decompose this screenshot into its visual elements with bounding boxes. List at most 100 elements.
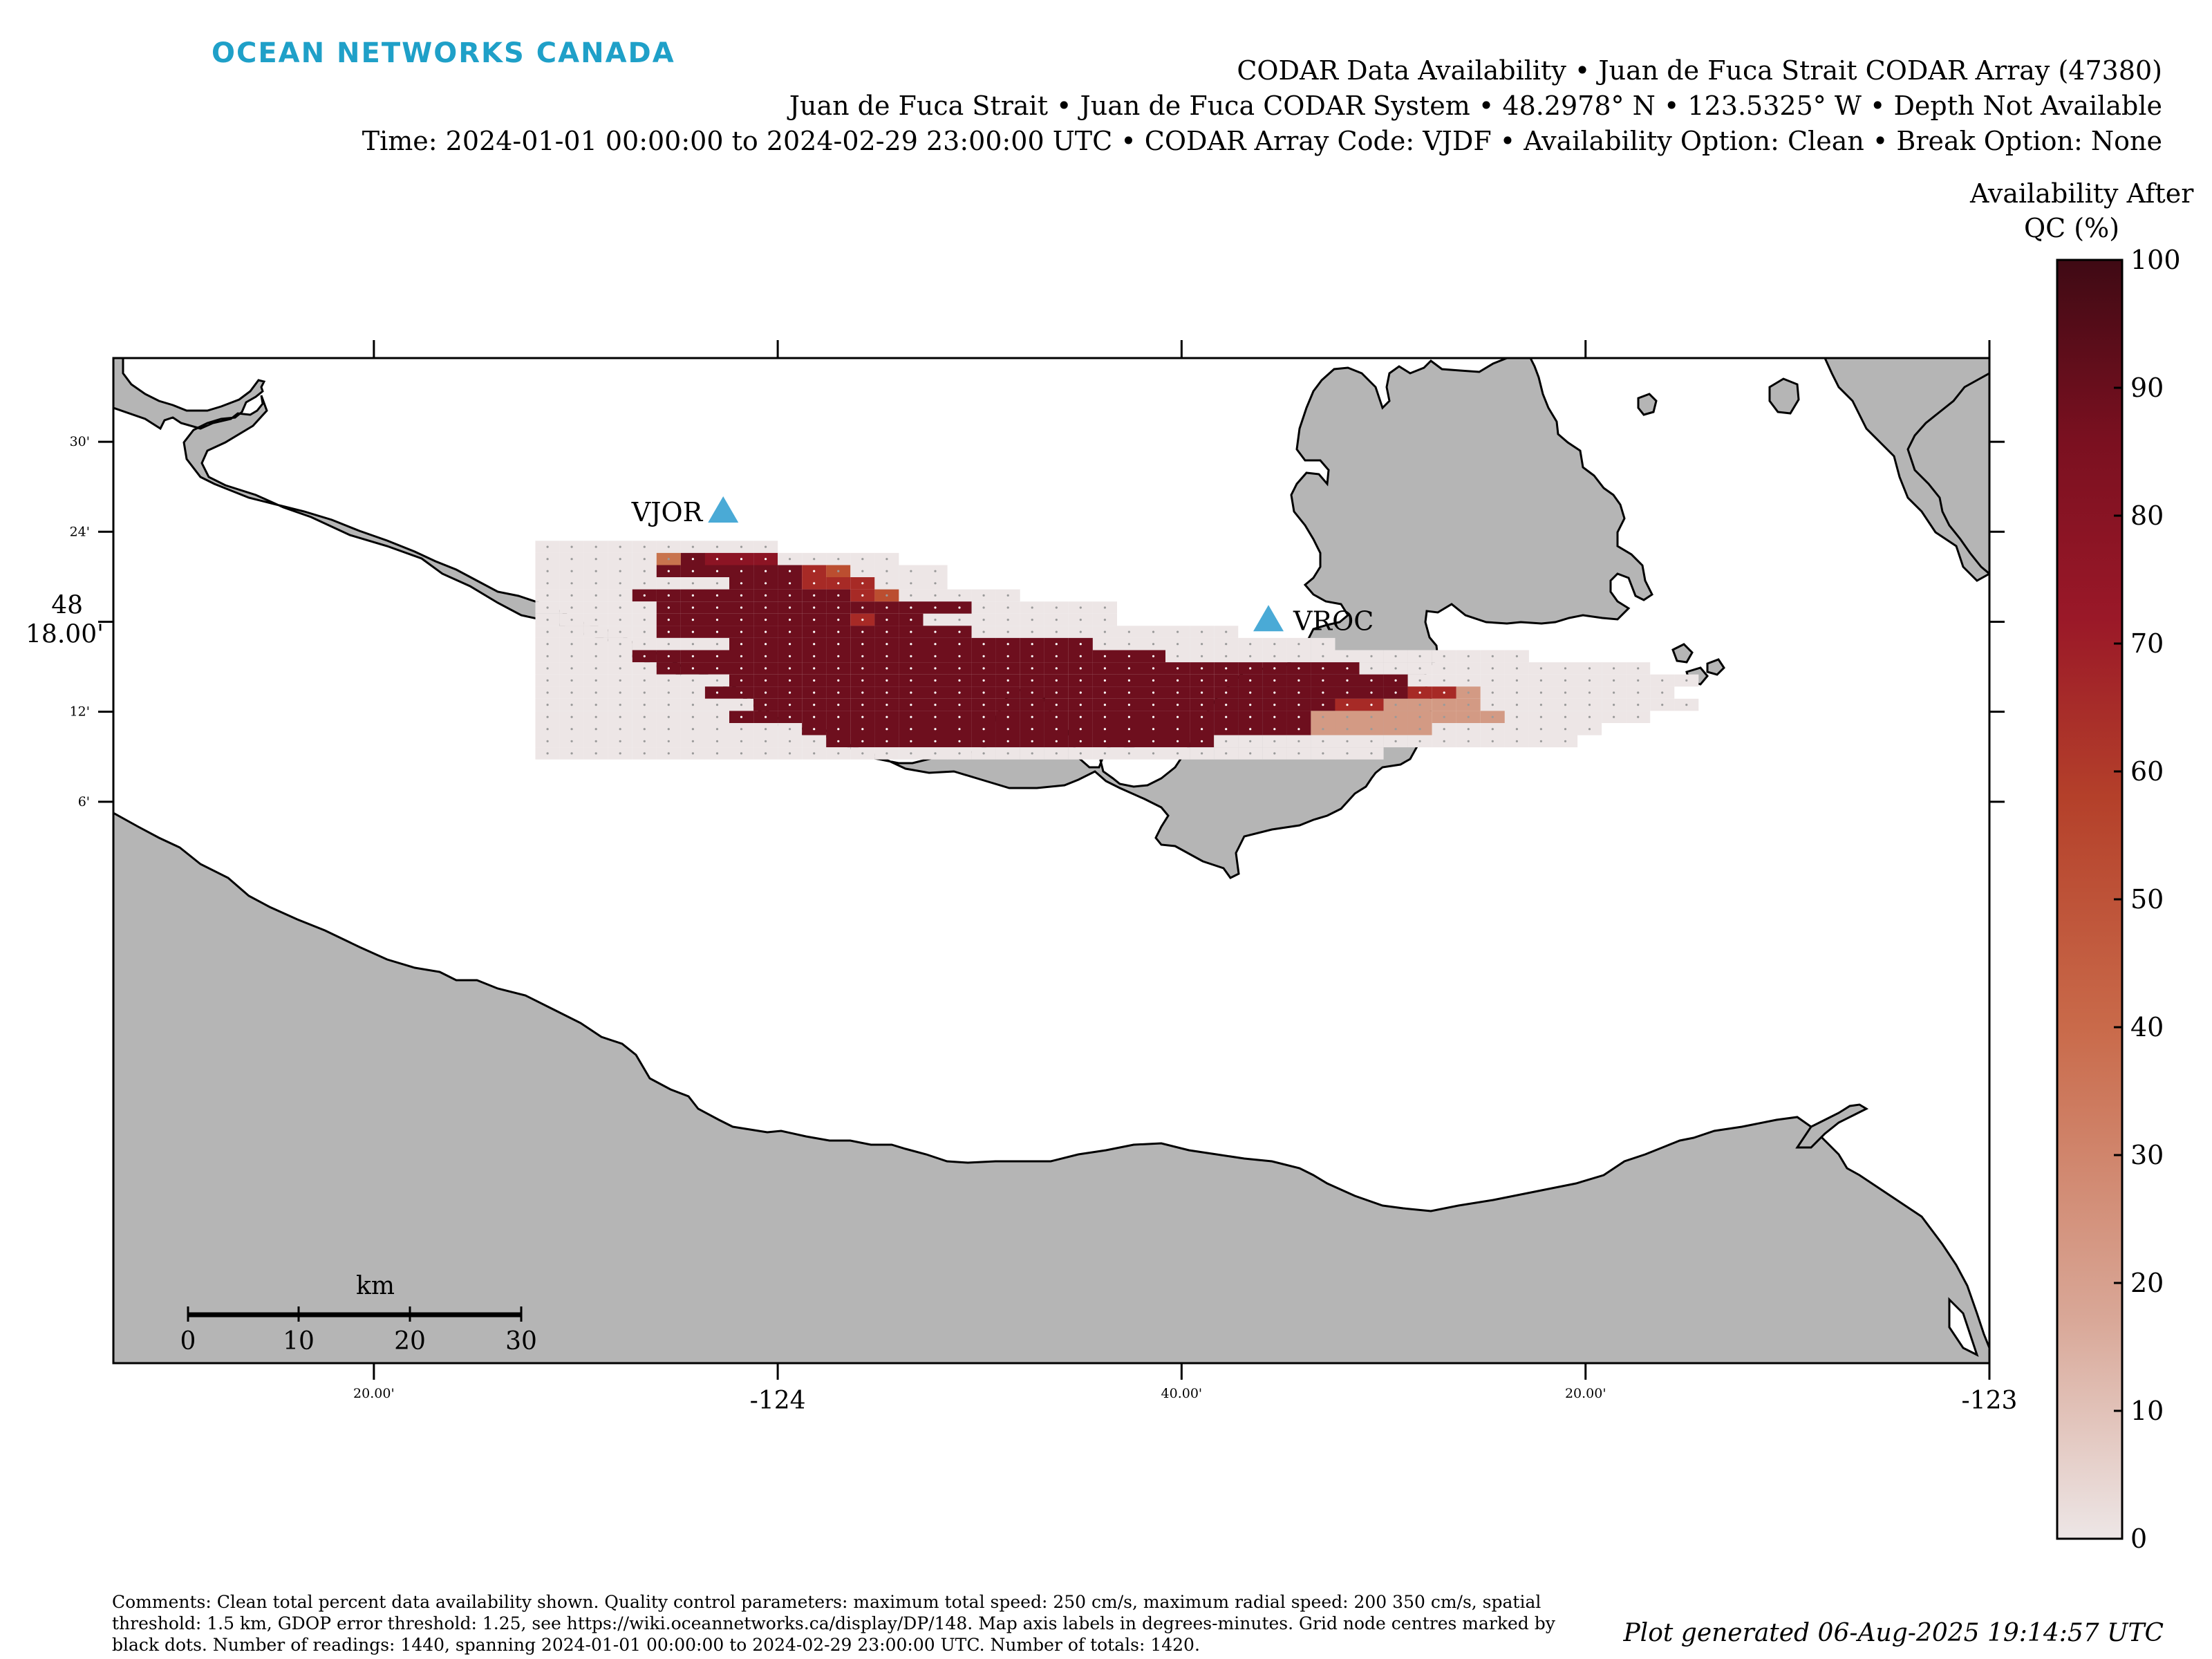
colorbar-units: QC (%) xyxy=(2024,213,2120,243)
grid-node-dot xyxy=(934,728,937,731)
grid-node-dot xyxy=(1225,704,1228,706)
grid-node-dot xyxy=(1515,715,1518,718)
grid-node-dot xyxy=(1346,655,1349,657)
grid-node-dot xyxy=(594,752,597,755)
grid-node-dot xyxy=(910,667,912,670)
station-marker-vjor[interactable] xyxy=(708,496,739,523)
grid-node-dot xyxy=(1637,667,1640,670)
grid-node-dot xyxy=(837,679,840,682)
grid-node-dot xyxy=(813,582,816,585)
grid-node-dot xyxy=(958,655,961,657)
colorbar-tick-label: 10 xyxy=(2130,1396,2164,1426)
grid-node-dot xyxy=(910,594,912,597)
grid-node-dot xyxy=(1006,740,1009,742)
grid-node-dot xyxy=(1177,704,1179,706)
grid-node-dot xyxy=(546,752,549,755)
grid-node-dot xyxy=(1273,704,1276,706)
station-marker-vroc[interactable] xyxy=(1253,605,1284,632)
grid-node-dot xyxy=(1225,691,1228,694)
grid-node-dot xyxy=(1564,715,1567,718)
grid-node-dot xyxy=(934,740,937,742)
grid-node-dot xyxy=(885,752,888,755)
grid-node-dot xyxy=(1103,655,1106,657)
grid-node-dot xyxy=(1273,752,1276,755)
grid-node-dot xyxy=(765,752,767,755)
grid-node-dot xyxy=(1637,679,1640,682)
grid-node-dot xyxy=(885,728,888,731)
grid-node-dot xyxy=(1177,667,1179,670)
grid-node-dot xyxy=(958,740,961,742)
grid-node-dot xyxy=(1006,679,1009,682)
grid-node-dot xyxy=(691,558,695,561)
grid-node-dot xyxy=(570,679,573,682)
grid-node-dot xyxy=(1613,691,1615,694)
grid-node-dot xyxy=(861,594,864,597)
grid-node-dot xyxy=(1079,728,1082,731)
colorbar-tick-label: 70 xyxy=(2130,628,2164,659)
grid-node-dot xyxy=(715,728,719,731)
grid-node-dot xyxy=(1539,728,1542,731)
grid-node-dot xyxy=(885,570,888,572)
grid-node-dot xyxy=(1177,740,1179,742)
grid-node-dot xyxy=(570,752,573,755)
grid-node-dot xyxy=(910,655,912,657)
grid-node-dot xyxy=(1685,679,1688,682)
colorbar-tick-label: 80 xyxy=(2130,500,2164,531)
grid-node-dot xyxy=(1613,704,1615,706)
grid-node-dot xyxy=(691,691,695,694)
grid-node-dot xyxy=(1127,728,1130,731)
grid-node-dot xyxy=(619,752,621,755)
grid-node-dot xyxy=(594,704,597,706)
grid-node-dot xyxy=(1225,715,1228,718)
grid-node-dot xyxy=(1370,667,1373,670)
grid-node-dot xyxy=(1127,752,1130,755)
grid-node-dot xyxy=(837,691,840,694)
grid-node-dot xyxy=(813,558,816,561)
grid-node-dot xyxy=(789,728,791,731)
grid-node-dot xyxy=(1201,655,1203,657)
grid-node-dot xyxy=(885,715,888,718)
grid-node-dot xyxy=(619,704,621,706)
grid-node-dot xyxy=(837,643,840,646)
grid-node-dot xyxy=(1031,619,1033,621)
grid-node-dot xyxy=(861,655,864,657)
grid-node-dot xyxy=(740,630,743,633)
grid-node-dot xyxy=(619,570,621,572)
grid-node-dot xyxy=(1491,679,1494,682)
grid-node-dot xyxy=(1564,704,1567,706)
grid-node-dot xyxy=(691,630,695,633)
grid-node-dot xyxy=(1273,691,1276,694)
grid-node-dot xyxy=(1225,728,1228,731)
grid-node-dot xyxy=(1539,667,1542,670)
grid-node-dot xyxy=(837,740,840,742)
grid-node-dot xyxy=(765,728,767,731)
grid-node-dot xyxy=(1491,655,1494,657)
grid-node-dot xyxy=(910,679,912,682)
grid-node-dot xyxy=(789,740,791,742)
grid-node-dot xyxy=(1515,728,1518,731)
scale-bar-label: 10 xyxy=(283,1327,315,1356)
grid-node-dot xyxy=(740,667,743,670)
grid-node-dot xyxy=(1249,740,1252,742)
grid-node-dot xyxy=(643,643,646,646)
grid-node-dot xyxy=(1055,667,1058,670)
y-axis-tick-label: 18.00' xyxy=(26,620,104,648)
x-axis-tick-label: -123 xyxy=(1962,1387,2018,1415)
grid-node-dot xyxy=(1370,655,1373,657)
grid-node-dot xyxy=(1249,704,1252,706)
grid-node-dot xyxy=(1346,679,1349,682)
scale-bar: km 0 10 20 30 xyxy=(180,1272,537,1356)
grid-node-dot xyxy=(765,594,767,597)
grid-node-dot xyxy=(813,691,816,694)
grid-node-dot xyxy=(1418,679,1421,682)
grid-node-dot xyxy=(1152,643,1155,646)
grid-node-dot xyxy=(1127,715,1130,718)
grid-node-dot xyxy=(691,740,695,742)
grid-node-dot xyxy=(1443,715,1445,718)
grid-node-dot xyxy=(594,691,597,694)
grid-node-dot xyxy=(667,582,670,585)
grid-node-dot xyxy=(619,655,621,657)
grid-node-dot xyxy=(643,619,646,621)
grid-node-dot xyxy=(1031,715,1033,718)
grid-node-dot xyxy=(691,606,695,609)
